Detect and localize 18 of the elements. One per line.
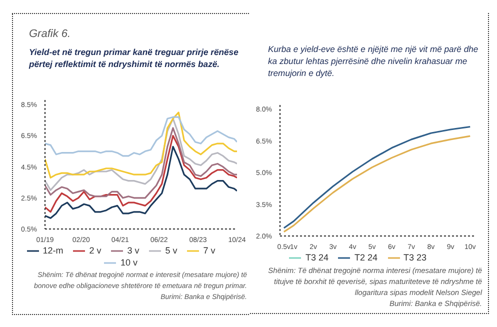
chart-title: Kurba e yield-eve është e njëjtë me një vit më parë dhe ka zbutur lehtas pjerrësinë dhe nivelin krahasuar me tremujorin e dytë. bbox=[268, 43, 480, 79]
chart-subtitle: Yield-et në tregun primar kanë treguar prirje rënëse përtej reflektimit të ndryshimit të normës bazë. bbox=[29, 46, 240, 70]
chart-title: Grafik 6. bbox=[29, 28, 71, 40]
legend-label: 2 v bbox=[89, 245, 102, 256]
line-series bbox=[45, 146, 237, 219]
legend-label: T3 24 bbox=[305, 252, 328, 262]
line-series bbox=[45, 134, 237, 213]
line-series bbox=[45, 112, 237, 179]
legend-label: 7 v bbox=[203, 245, 216, 256]
legend-label: 12-m bbox=[42, 245, 64, 256]
legend-label: 3 v bbox=[127, 245, 140, 256]
legend-label: T2 24 bbox=[354, 252, 378, 262]
legend-label: 5 v bbox=[165, 245, 178, 256]
line-series bbox=[45, 127, 237, 199]
legend-label: 10 v bbox=[120, 257, 138, 268]
line-series bbox=[45, 118, 237, 191]
line-series bbox=[45, 116, 237, 157]
legend-label: T3 23 bbox=[404, 252, 427, 262]
